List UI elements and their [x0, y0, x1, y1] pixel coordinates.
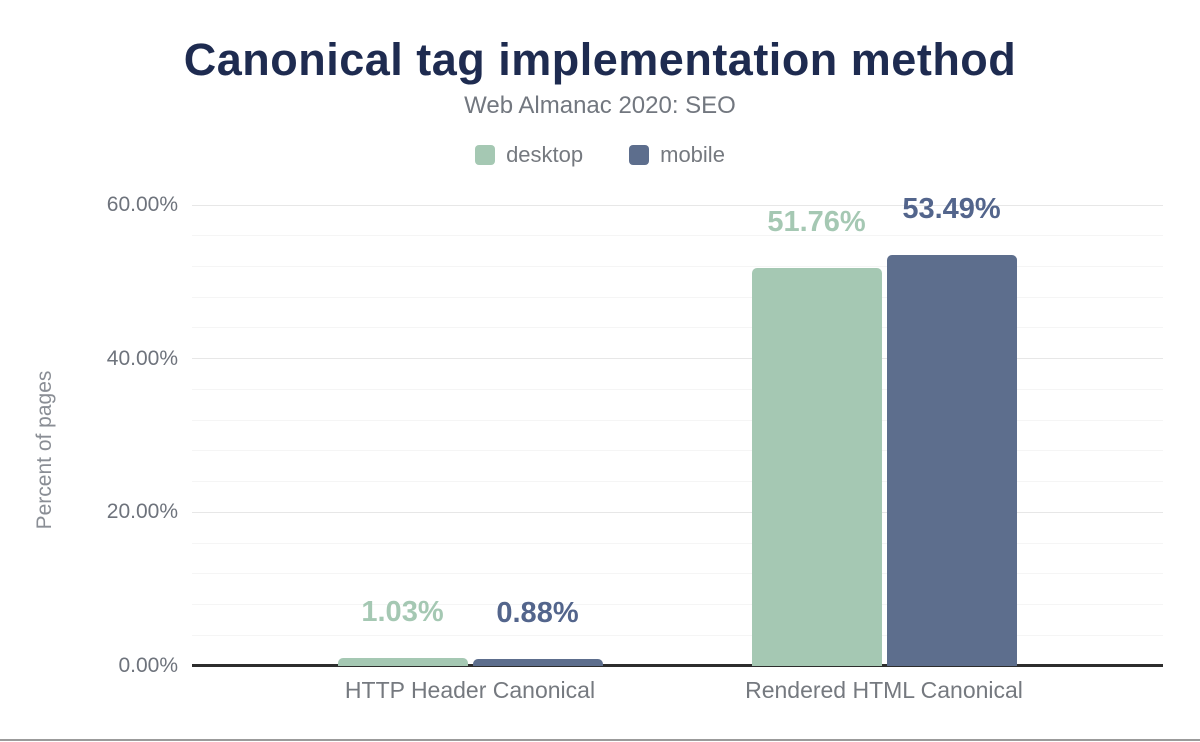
major-gridline: [192, 358, 1163, 360]
minor-gridline: [192, 542, 1163, 544]
chart-subtitle: Web Almanac 2020: SEO: [464, 92, 736, 119]
bar-value-label-desktop: 1.03%: [361, 596, 444, 628]
minor-gridline: [192, 450, 1163, 452]
minor-gridline: [192, 388, 1163, 390]
legend-swatch-desktop-icon: [475, 145, 496, 165]
bar-desktop: [337, 658, 468, 666]
chart-legend: desktop mobile: [0, 142, 1200, 168]
bar-value-label-mobile: 0.88%: [496, 597, 579, 629]
bar-value-label-mobile: 53.49%: [902, 193, 1001, 225]
minor-gridline: [192, 573, 1163, 575]
x-axis-line: [192, 664, 1163, 667]
y-tick-label: 40.00%: [106, 346, 178, 370]
category-label: Rendered HTML Canonical: [745, 677, 1023, 703]
bottom-divider: [0, 739, 1200, 741]
legend-swatch-mobile-icon: [629, 145, 650, 165]
chart-title: Canonical tag implementation method: [183, 34, 1017, 85]
y-tick-label: 60.00%: [106, 193, 178, 216]
bar-mobile: [886, 255, 1017, 666]
bar-mobile: [472, 659, 603, 666]
major-gridline: [192, 511, 1163, 513]
legend-item-desktop: desktop: [475, 142, 583, 168]
bar-desktop: [751, 268, 882, 666]
minor-gridline: [192, 235, 1163, 237]
y-tick-label: 0.00%: [118, 654, 178, 677]
minor-gridline: [192, 265, 1163, 267]
y-axis-title: Percent of pages: [33, 370, 56, 530]
legend-label-desktop: desktop: [506, 142, 584, 167]
major-gridline: [192, 204, 1163, 206]
legend-item-mobile: mobile: [629, 142, 725, 168]
category-label: HTTP Header Canonical: [344, 677, 596, 703]
minor-gridline: [192, 327, 1163, 329]
legend-label-mobile: mobile: [660, 142, 725, 167]
minor-gridline: [192, 634, 1163, 636]
minor-gridline: [192, 604, 1163, 606]
bar-value-label-desktop: 51.76%: [767, 206, 866, 238]
minor-gridline: [192, 296, 1163, 298]
y-tick-label: 20.00%: [106, 500, 178, 524]
minor-gridline: [192, 419, 1163, 421]
minor-gridline: [192, 481, 1163, 483]
